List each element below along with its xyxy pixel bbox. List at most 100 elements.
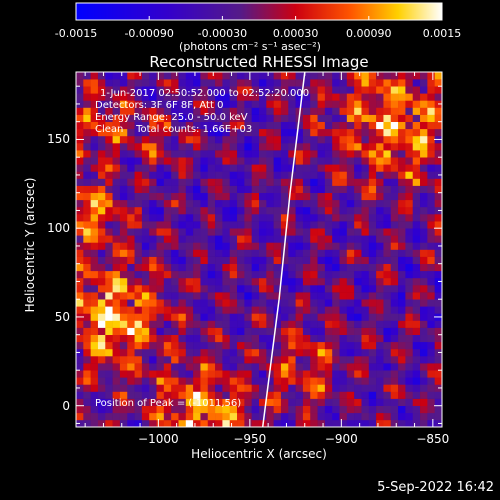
heatmap-cell	[346, 79, 355, 87]
heatmap-cell	[83, 221, 91, 229]
heatmap-cell	[324, 377, 333, 385]
heatmap-cell	[420, 341, 428, 350]
heatmap-cell	[332, 341, 340, 350]
heatmap-cell	[280, 86, 289, 94]
heatmap-cell	[317, 405, 326, 414]
heatmap-cell	[280, 263, 289, 272]
heatmap-cell	[295, 370, 304, 378]
heatmap-cell	[207, 327, 216, 335]
heatmap-cell	[302, 121, 311, 130]
heatmap-cell	[412, 164, 421, 172]
heatmap-cell	[368, 79, 377, 87]
heatmap-cell	[390, 320, 399, 328]
heatmap-cell	[420, 235, 428, 243]
heatmap-cell	[310, 157, 318, 165]
heatmap-cell	[171, 221, 179, 229]
heatmap-cell	[193, 348, 201, 357]
heatmap-cell	[405, 107, 414, 115]
heatmap-cell	[83, 93, 91, 101]
colorbar-tick-label: -0.00030	[197, 27, 248, 40]
heatmap-cell	[361, 242, 370, 250]
heatmap-cell	[163, 128, 172, 137]
heatmap-cell	[141, 86, 150, 94]
heatmap-cell	[207, 313, 216, 321]
heatmap-cell	[149, 86, 157, 94]
heatmap-cell	[200, 171, 209, 179]
heatmap-cell	[259, 270, 267, 279]
heatmap-cell	[302, 86, 311, 94]
heatmap-cell	[420, 107, 428, 115]
heatmap-cell	[237, 128, 245, 137]
heatmap-cell	[244, 178, 252, 186]
heatmap-cell	[434, 107, 442, 115]
heatmap-cell	[295, 356, 304, 364]
heatmap-cell	[156, 206, 165, 215]
heatmap-cell	[90, 171, 99, 179]
heatmap-cell	[112, 327, 121, 335]
heatmap-cell	[310, 164, 318, 172]
heatmap-cell	[215, 348, 223, 357]
heatmap-cell	[127, 107, 135, 115]
heatmap-cell	[112, 341, 121, 350]
heatmap-cell	[361, 150, 370, 158]
heatmap-cell	[134, 214, 143, 222]
heatmap-cell	[420, 221, 428, 229]
heatmap-cell	[368, 313, 377, 321]
heatmap-cell	[119, 391, 128, 399]
heatmap-cell	[229, 334, 238, 343]
heatmap-cell	[354, 107, 362, 115]
heatmap-cell	[273, 228, 282, 236]
heatmap-cell	[112, 356, 121, 364]
heatmap-cell	[376, 100, 384, 108]
heatmap-cell	[288, 214, 296, 222]
heatmap-cell	[127, 157, 135, 165]
heatmap-cell	[171, 306, 179, 314]
heatmap-cell	[185, 199, 194, 208]
heatmap-cell	[317, 79, 326, 87]
heatmap-cell	[346, 150, 355, 158]
heatmap-cell	[376, 313, 384, 321]
heatmap-cell	[185, 306, 194, 314]
heatmap-cell	[127, 263, 135, 272]
heatmap-cell	[141, 171, 150, 179]
heatmap-cell	[178, 356, 187, 364]
heatmap-cell	[339, 398, 348, 406]
heatmap-cell	[97, 249, 106, 257]
heatmap-cell	[266, 348, 274, 357]
heatmap-cell	[310, 185, 318, 193]
heatmap-cell	[376, 86, 384, 94]
heatmap-cell	[163, 242, 172, 250]
heatmap-cell	[376, 377, 384, 385]
heatmap-cell	[354, 363, 362, 371]
heatmap-cell	[368, 214, 377, 222]
heatmap-cell	[193, 377, 201, 385]
heatmap-cell	[412, 171, 421, 179]
heatmap-cell	[134, 263, 143, 272]
heatmap-cell	[383, 412, 392, 421]
heatmap-cell	[346, 199, 355, 208]
heatmap-cell	[324, 143, 333, 151]
heatmap-cell	[127, 143, 135, 151]
heatmap-cell	[83, 235, 91, 243]
heatmap-cell	[280, 384, 289, 392]
heatmap-cell	[127, 348, 135, 357]
heatmap-cell	[90, 299, 99, 307]
heatmap-cell	[207, 150, 216, 158]
heatmap-cell	[163, 249, 172, 257]
heatmap-cell	[112, 391, 121, 399]
heatmap-cell	[156, 157, 165, 165]
heatmap-cell	[310, 150, 318, 158]
heatmap-cell	[390, 100, 399, 108]
heatmap-cell	[317, 419, 326, 427]
heatmap-cell	[105, 171, 113, 179]
heatmap-cell	[368, 327, 377, 335]
heatmap-cell	[273, 299, 282, 307]
heatmap-cell	[259, 79, 267, 87]
heatmap-cell	[105, 377, 113, 385]
heatmap-cell	[200, 206, 209, 215]
heatmap-cell	[339, 228, 348, 236]
heatmap-cell	[105, 277, 113, 286]
heatmap-cell	[324, 214, 333, 222]
heatmap-cell	[266, 192, 274, 201]
